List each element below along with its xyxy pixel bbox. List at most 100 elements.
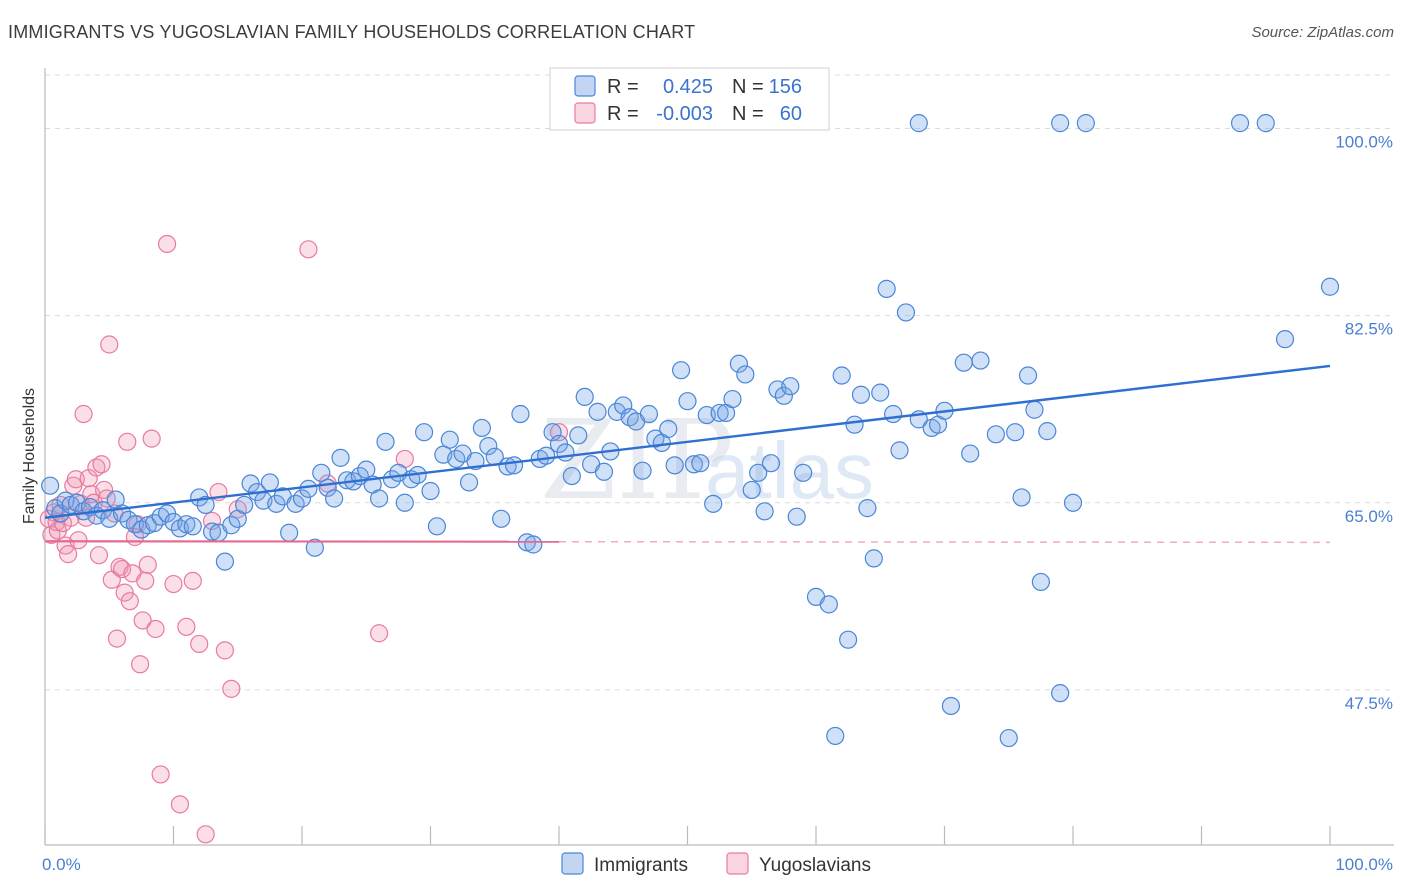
immigrants-point bbox=[479, 436, 498, 456]
immigrants-point bbox=[729, 354, 749, 373]
axes bbox=[44, 68, 1394, 846]
bottom-legend-yugoslavians: Yugoslavians bbox=[759, 855, 871, 876]
immigrants-points bbox=[41, 114, 1340, 748]
yugoslavians-point bbox=[151, 765, 170, 784]
y-axis-title: Family Households bbox=[21, 388, 38, 524]
immigrants-point bbox=[883, 404, 903, 424]
y-tick-label: 82.5% bbox=[1345, 320, 1393, 339]
immigrants-point bbox=[440, 430, 459, 449]
immigrants-point bbox=[280, 523, 299, 542]
immigrants-point bbox=[858, 499, 877, 518]
immigrants-point bbox=[832, 366, 851, 385]
immigrants-point bbox=[235, 495, 254, 515]
immigrants-point bbox=[678, 392, 697, 411]
y-tick-labels: 47.5% 65.0% 82.5% 100.0% bbox=[1335, 132, 1393, 712]
immigrants-point bbox=[665, 456, 684, 475]
immigrants-point bbox=[704, 494, 723, 513]
immigrants-point bbox=[890, 441, 909, 460]
yugoslavians-point bbox=[215, 641, 234, 660]
immigrants-point bbox=[774, 386, 793, 405]
legend-r-value-2: -0.003 bbox=[656, 103, 713, 125]
immigrants-point bbox=[1256, 114, 1275, 133]
yugoslavians-point bbox=[183, 571, 202, 590]
legend-n-value-2: 60 bbox=[780, 103, 802, 125]
immigrants-point bbox=[839, 630, 858, 649]
legend-swatch-yugoslavians bbox=[574, 102, 596, 124]
immigrants-point bbox=[845, 415, 864, 434]
immigrants-point bbox=[742, 480, 761, 500]
immigrants-point bbox=[659, 419, 678, 439]
immigrants-point bbox=[215, 552, 234, 571]
immigrants-point bbox=[1063, 493, 1083, 512]
yugoslavians-point bbox=[190, 634, 209, 654]
correlation-legend: R = 0.425 N = 156 R = -0.003 N = 60 bbox=[549, 67, 830, 131]
legend-r-label-2: R = bbox=[607, 103, 639, 125]
immigrants-point bbox=[202, 522, 222, 541]
immigrants-point bbox=[575, 387, 594, 407]
yugoslavians-point bbox=[157, 234, 177, 254]
yugoslavians-point bbox=[136, 571, 155, 590]
immigrants-point bbox=[543, 423, 562, 442]
yugoslavians-point bbox=[100, 335, 119, 354]
yugoslavians-point bbox=[120, 592, 139, 611]
immigrants-point bbox=[864, 549, 883, 568]
immigrants-point bbox=[331, 448, 350, 467]
immigrants-point bbox=[633, 461, 652, 480]
legend-n-label-1: N = bbox=[732, 76, 764, 98]
immigrants-point bbox=[395, 493, 414, 512]
chart-source: Source: ZipAtlas.com bbox=[1251, 24, 1394, 41]
immigrants-point bbox=[414, 423, 434, 442]
immigrants-point bbox=[325, 489, 344, 508]
legend-n-value-1: 156 bbox=[769, 76, 802, 98]
yugoslavians-point bbox=[87, 458, 106, 477]
legend-r-value-1: 0.425 bbox=[663, 76, 713, 98]
yugoslavians-point bbox=[146, 619, 165, 639]
immigrants-point bbox=[691, 454, 710, 473]
yugoslavians-point bbox=[59, 545, 78, 564]
watermark: ZIP atlas bbox=[540, 396, 874, 524]
yugoslavians-point bbox=[142, 429, 161, 448]
immigrants-point bbox=[492, 509, 511, 528]
immigrants-point bbox=[941, 696, 961, 716]
series-legend: Immigrants Yugoslavians bbox=[561, 852, 871, 876]
yugoslavians-point bbox=[115, 583, 134, 602]
yugoslavians-point bbox=[133, 611, 152, 630]
immigrants-point bbox=[671, 361, 691, 380]
immigrants-point bbox=[299, 479, 318, 498]
immigrants-point bbox=[260, 473, 279, 492]
immigrants-point bbox=[684, 455, 704, 474]
immigrants-trend-line bbox=[44, 364, 1331, 519]
yugoslavians-point bbox=[202, 511, 222, 531]
immigrants-point bbox=[594, 462, 614, 481]
immigrants-point bbox=[569, 426, 588, 445]
yugoslavians-point bbox=[66, 470, 85, 489]
immigrants-point bbox=[1076, 114, 1095, 133]
immigrants-point bbox=[427, 517, 447, 536]
yugoslavians-point bbox=[138, 555, 157, 574]
yugoslavians-point bbox=[222, 679, 241, 698]
legend-n-label-2: N = bbox=[732, 103, 764, 125]
immigrants-point bbox=[1025, 400, 1044, 419]
immigrants-point bbox=[267, 494, 286, 513]
immigrants-point bbox=[986, 425, 1006, 444]
immigrants-point bbox=[421, 481, 440, 501]
immigrants-point bbox=[370, 489, 389, 508]
immigrants-point bbox=[588, 402, 607, 421]
immigrants-point bbox=[524, 535, 543, 554]
immigrants-point bbox=[755, 502, 774, 521]
immigrants-point bbox=[954, 353, 973, 372]
immigrants-point bbox=[562, 466, 581, 486]
yugoslavians-point bbox=[170, 795, 190, 814]
y-tick-label: 65.0% bbox=[1345, 507, 1393, 526]
x-tick-label-max: 100.0% bbox=[1335, 855, 1393, 874]
yugoslavians-point bbox=[107, 629, 127, 648]
immigrants-point bbox=[877, 279, 896, 298]
yugoslavians-point bbox=[92, 455, 111, 474]
x-tick-label-min: 0.0% bbox=[42, 855, 81, 874]
yugoslavians-point bbox=[130, 655, 150, 674]
immigrants-point bbox=[710, 403, 729, 423]
yugoslavians-point bbox=[370, 624, 389, 643]
bottom-legend-immigrants: Immigrants bbox=[594, 855, 688, 876]
immigrants-point bbox=[1038, 422, 1057, 441]
immigrants-point bbox=[761, 454, 781, 473]
